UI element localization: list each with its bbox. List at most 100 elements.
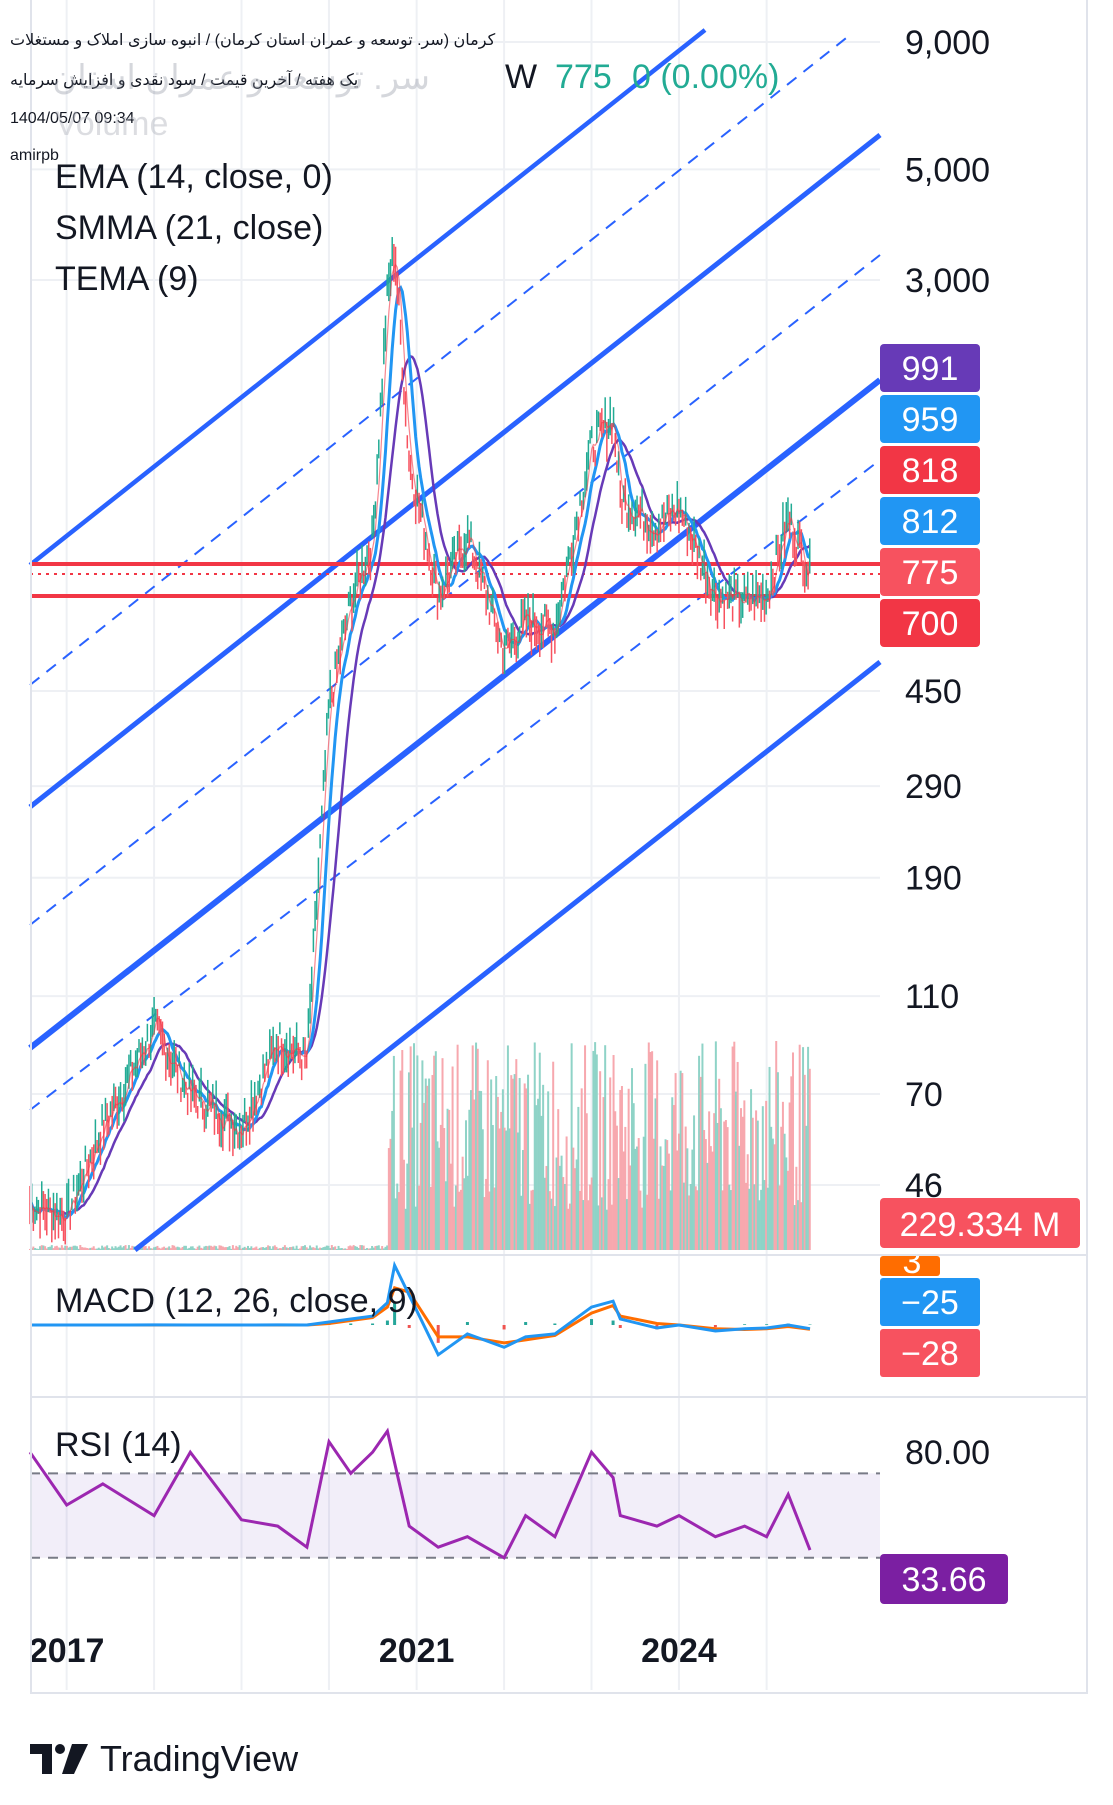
volume-bar (693, 1115, 696, 1250)
volume-bar (766, 1187, 769, 1250)
volume-bar (471, 1045, 474, 1250)
tradingview-logo[interactable]: TradingView (30, 1738, 298, 1780)
volume-bar (57, 1247, 60, 1250)
volume-bar (745, 1182, 748, 1250)
volume-bar (225, 1247, 228, 1250)
volume-bar (206, 1246, 209, 1250)
volume-bar (265, 1247, 268, 1250)
volume-bar (70, 1246, 73, 1250)
tema-label[interactable]: TEMA (9) (55, 260, 199, 298)
rsi-line (28, 1427, 812, 1560)
ema-label[interactable]: EMA (14, close, 0) (55, 158, 333, 196)
volume-bar (241, 1247, 244, 1250)
volume-bar (394, 1198, 397, 1250)
volume-bar (743, 1100, 746, 1250)
volume-bar (775, 1041, 778, 1250)
volume-bar (64, 1245, 67, 1250)
volume-bar (542, 1084, 545, 1250)
volume-bar (107, 1248, 110, 1250)
volume-bar (540, 1115, 543, 1250)
volume-bar (288, 1247, 291, 1250)
volume-bar (708, 1111, 711, 1250)
volume-bar (781, 1101, 784, 1250)
smma-label[interactable]: SMMA (21, close) (55, 209, 324, 247)
volume-bar (627, 1088, 630, 1250)
volume-bar (191, 1246, 194, 1250)
volume-bar (620, 1086, 623, 1250)
volume-bar (797, 1200, 800, 1250)
volume-bar (557, 1109, 560, 1250)
volume-bar (181, 1246, 184, 1250)
volume-bar (304, 1245, 307, 1250)
volume-bar (470, 1090, 473, 1250)
volume-bar (543, 1177, 546, 1250)
rsi-badge (880, 1554, 1008, 1604)
volume-bar (233, 1248, 236, 1250)
price-axis-label: 190 (905, 860, 962, 898)
volume-bar (189, 1246, 192, 1250)
volume-bar (478, 1090, 481, 1250)
volume-bar (55, 1245, 58, 1250)
volume-bar (718, 1078, 721, 1250)
volume-bar (444, 1181, 447, 1250)
volume-bar (399, 1070, 402, 1250)
volume-bar (154, 1246, 157, 1250)
volume-bar (558, 1165, 561, 1250)
volume-bar (238, 1245, 241, 1250)
volume-bar (473, 1099, 476, 1250)
volume-bar (577, 1106, 580, 1250)
brand-name: TradingView (100, 1738, 299, 1779)
volume-bar (84, 1247, 87, 1250)
volume-bar (453, 1206, 456, 1250)
volume-bar (485, 1178, 488, 1250)
rsi-pane: 80.00 (28, 1427, 990, 1560)
volume-bar (174, 1247, 177, 1250)
volume-bar (148, 1246, 151, 1250)
volume-bar (54, 1246, 57, 1250)
volume-bar (786, 1170, 789, 1250)
volume-bar (347, 1246, 350, 1250)
volume-bar (518, 1077, 521, 1250)
macd-label[interactable]: MACD (12, 26, close, 9) (55, 1282, 418, 1320)
volume-bar (605, 1209, 608, 1250)
volume-bar (379, 1248, 382, 1250)
rsi-label[interactable]: RSI (14) (55, 1426, 182, 1464)
volume-bar (545, 1165, 548, 1250)
volume-bar (706, 1162, 709, 1250)
volume-bar (89, 1247, 92, 1250)
volume-bar (522, 1150, 525, 1250)
volume-bar (555, 1157, 558, 1250)
volume-bar (287, 1248, 290, 1250)
volume-bar (808, 1068, 811, 1250)
volume-bar (226, 1247, 229, 1250)
volume-bar (211, 1246, 214, 1250)
volume-bar (565, 1136, 568, 1250)
volume-label[interactable]: Volume (55, 105, 169, 143)
volume-bar (622, 1151, 625, 1250)
price-badge (880, 344, 980, 392)
volume-bar (377, 1245, 380, 1250)
volume-bar (495, 1076, 498, 1250)
volume-bar (332, 1247, 335, 1250)
volume-bar (629, 1165, 632, 1250)
volume-bar (625, 1199, 628, 1250)
volume-bar (750, 1089, 753, 1250)
ema-line (29, 285, 811, 1220)
price-badge (880, 446, 980, 494)
symbol-name[interactable]: سر. توسعه و عمران استان کرمان (50, 59, 430, 97)
price-badge (880, 497, 980, 545)
volume-bar (335, 1248, 338, 1250)
volume-bar (461, 1156, 464, 1250)
volume-layer (29, 1041, 811, 1250)
volume-bar (496, 1096, 499, 1250)
volume-bar (272, 1246, 275, 1250)
volume-bar (127, 1245, 130, 1250)
volume-bar (339, 1248, 342, 1250)
volume-bar (168, 1246, 171, 1250)
volume-bar (589, 1184, 592, 1250)
volume-bar (572, 1147, 575, 1250)
volume-bar (292, 1246, 295, 1250)
time-axis-label: 2024 (641, 1632, 717, 1670)
volume-bar (552, 1061, 555, 1250)
